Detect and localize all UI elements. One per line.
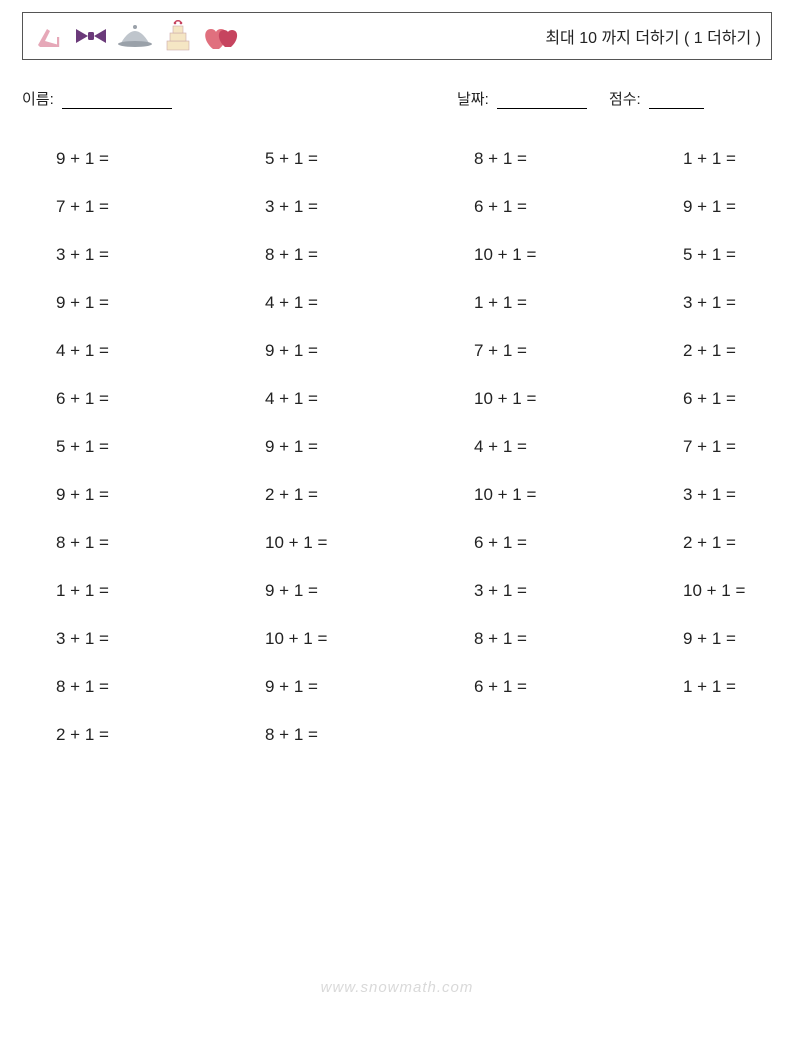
- watermark-text: www.snowmath.com: [321, 979, 474, 996]
- header-bar: 최대 10 까지 더하기 ( 1 더하기 ): [22, 12, 772, 60]
- problem-cell: 8 + 1 =: [22, 677, 241, 697]
- problem-cell: 3 + 1 =: [659, 485, 794, 505]
- problem-cell: 10 + 1 =: [450, 245, 659, 265]
- problem-cell: 1 + 1 =: [659, 149, 794, 169]
- problem-cell: 5 + 1 =: [659, 245, 794, 265]
- problem-row: 3 + 1 =10 + 1 =8 + 1 =9 + 1 =: [22, 615, 772, 663]
- problem-cell: 1 + 1 =: [450, 293, 659, 313]
- date-field: 날짜:: [457, 88, 587, 109]
- problem-row: 3 + 1 =8 + 1 =10 + 1 =5 + 1 =: [22, 231, 772, 279]
- problem-cell: 3 + 1 =: [241, 197, 450, 217]
- problem-cell: 10 + 1 =: [241, 629, 450, 649]
- problem-cell: 1 + 1 =: [659, 677, 794, 697]
- problem-cell: 8 + 1 =: [450, 629, 659, 649]
- score-underline: [649, 94, 704, 109]
- problem-row: 4 + 1 =9 + 1 =7 + 1 =2 + 1 =: [22, 327, 772, 375]
- problem-cell: [450, 725, 659, 745]
- problem-cell: 7 + 1 =: [22, 197, 241, 217]
- problem-cell: 10 + 1 =: [450, 389, 659, 409]
- problem-cell: 6 + 1 =: [450, 677, 659, 697]
- problem-cell: 6 + 1 =: [659, 389, 794, 409]
- problem-cell: 7 + 1 =: [659, 437, 794, 457]
- problem-row: 8 + 1 =10 + 1 =6 + 1 =2 + 1 =: [22, 519, 772, 567]
- problem-cell: 3 + 1 =: [450, 581, 659, 601]
- problem-cell: 5 + 1 =: [241, 149, 450, 169]
- watermark: www.snowmath.com: [22, 979, 772, 997]
- problem-cell: 9 + 1 =: [659, 629, 794, 649]
- problem-row: 2 + 1 =8 + 1 =: [22, 711, 772, 759]
- problem-cell: 4 + 1 =: [22, 341, 241, 361]
- problem-cell: [659, 725, 794, 745]
- problem-cell: 8 + 1 =: [241, 725, 450, 745]
- problem-cell: 2 + 1 =: [659, 533, 794, 553]
- score-label: 점수:: [609, 91, 641, 108]
- problem-cell: 9 + 1 =: [659, 197, 794, 217]
- problem-cell: 4 + 1 =: [241, 293, 450, 313]
- problem-cell: 8 + 1 =: [450, 149, 659, 169]
- name-underline: [62, 94, 172, 109]
- problem-cell: 2 + 1 =: [241, 485, 450, 505]
- problem-cell: 9 + 1 =: [241, 341, 450, 361]
- date-underline: [497, 94, 587, 109]
- cloche-icon: [115, 19, 155, 53]
- problem-row: 8 + 1 =9 + 1 =6 + 1 =1 + 1 =: [22, 663, 772, 711]
- problem-cell: 9 + 1 =: [22, 485, 241, 505]
- problems-grid: 9 + 1 =5 + 1 =8 + 1 =1 + 1 =7 + 1 =3 + 1…: [22, 135, 772, 759]
- problem-cell: 6 + 1 =: [450, 533, 659, 553]
- problem-cell: 10 + 1 =: [659, 581, 794, 601]
- date-label: 날짜:: [457, 91, 489, 108]
- problem-cell: 7 + 1 =: [450, 341, 659, 361]
- bow-tie-icon: [73, 19, 109, 53]
- problem-cell: 1 + 1 =: [22, 581, 241, 601]
- problem-cell: 3 + 1 =: [22, 629, 241, 649]
- problem-cell: 2 + 1 =: [659, 341, 794, 361]
- meta-row: 이름: 날짜: 점수:: [22, 88, 772, 109]
- problem-cell: 8 + 1 =: [241, 245, 450, 265]
- problem-cell: 10 + 1 =: [450, 485, 659, 505]
- problem-cell: 3 + 1 =: [659, 293, 794, 313]
- name-field: 이름:: [22, 88, 457, 109]
- problem-cell: 2 + 1 =: [22, 725, 241, 745]
- problem-row: 9 + 1 =5 + 1 =8 + 1 =1 + 1 =: [22, 135, 772, 183]
- problem-row: 7 + 1 =3 + 1 =6 + 1 =9 + 1 =: [22, 183, 772, 231]
- problem-cell: 9 + 1 =: [22, 149, 241, 169]
- problem-cell: 8 + 1 =: [22, 533, 241, 553]
- problem-row: 6 + 1 =4 + 1 =10 + 1 =6 + 1 =: [22, 375, 772, 423]
- name-label: 이름:: [22, 91, 54, 108]
- header-icons: [33, 17, 241, 55]
- problem-row: 5 + 1 =9 + 1 =4 + 1 =7 + 1 =: [22, 423, 772, 471]
- problem-row: 1 + 1 =9 + 1 =3 + 1 =10 + 1 =: [22, 567, 772, 615]
- problem-row: 9 + 1 =4 + 1 =1 + 1 =3 + 1 =: [22, 279, 772, 327]
- problem-cell: 9 + 1 =: [241, 581, 450, 601]
- wedding-cake-icon: [161, 17, 195, 55]
- score-field: 점수:: [609, 88, 704, 109]
- problem-cell: 6 + 1 =: [450, 197, 659, 217]
- problem-cell: 6 + 1 =: [22, 389, 241, 409]
- problem-cell: 10 + 1 =: [241, 533, 450, 553]
- worksheet-page: 최대 10 까지 더하기 ( 1 더하기 ) 이름: 날짜: 점수: 9 + 1…: [22, 12, 772, 1033]
- problem-row: 9 + 1 =2 + 1 =10 + 1 =3 + 1 =: [22, 471, 772, 519]
- hearts-icon: [201, 19, 241, 53]
- problem-cell: 9 + 1 =: [22, 293, 241, 313]
- problem-cell: 5 + 1 =: [22, 437, 241, 457]
- problem-cell: 3 + 1 =: [22, 245, 241, 265]
- worksheet-title: 최대 10 까지 더하기 ( 1 더하기 ): [545, 24, 761, 48]
- problem-cell: 9 + 1 =: [241, 677, 450, 697]
- problem-cell: 4 + 1 =: [241, 389, 450, 409]
- problem-cell: 4 + 1 =: [450, 437, 659, 457]
- problem-cell: 9 + 1 =: [241, 437, 450, 457]
- high-heel-icon: [33, 19, 67, 53]
